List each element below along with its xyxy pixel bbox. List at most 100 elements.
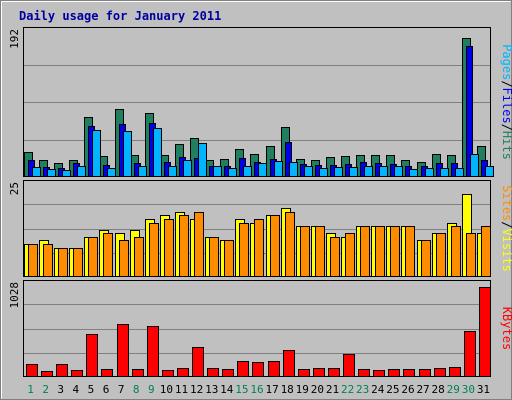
bar-sites-day-18: [285, 212, 295, 277]
bar-pages-day-14: [228, 168, 237, 177]
x-tick-1: 1: [27, 383, 34, 396]
x-tick-16: 16: [250, 383, 263, 396]
bar-kbytes-day-4: [71, 370, 83, 377]
bar-kbytes-day-17: [268, 361, 280, 377]
panel-middle-ymax-label: 25: [8, 182, 21, 195]
bar-sites-day-21: [330, 237, 340, 277]
bar-kbytes-day-24: [373, 370, 385, 377]
panel-top-ymax-label: 192: [8, 29, 21, 49]
bar-sites-day-2: [43, 244, 53, 277]
axis-label-kbytes: KBytes: [500, 307, 512, 350]
axis-label-separator: /: [500, 221, 512, 228]
x-tick-17: 17: [265, 383, 278, 396]
axis-label-hits: Hits: [500, 131, 512, 160]
bar-pages-day-15: [243, 166, 252, 177]
x-tick-23: 23: [356, 383, 369, 396]
bar-pages-day-26: [409, 169, 418, 177]
bar-sites-day-24: [375, 226, 385, 277]
bar-pages-day-2: [47, 169, 56, 177]
bar-pages-day-8: [138, 166, 147, 177]
bar-sites-day-5: [88, 237, 98, 277]
axis-label-files: Files: [500, 88, 512, 124]
x-tick-30: 30: [462, 383, 475, 396]
bar-kbytes-day-22: [343, 354, 355, 377]
x-tick-29: 29: [447, 383, 460, 396]
bar-pages-day-7: [123, 131, 132, 177]
x-tick-20: 20: [311, 383, 324, 396]
bar-sites-day-3: [58, 248, 68, 277]
x-tick-2: 2: [42, 383, 49, 396]
bar-pages-day-31: [485, 166, 494, 177]
bar-pages-day-1: [32, 167, 41, 177]
bar-pages-day-30: [470, 154, 479, 177]
bar-pages-day-25: [394, 166, 403, 177]
bar-pages-day-11: [183, 160, 192, 177]
bar-kbytes-day-27: [419, 369, 431, 377]
bar-kbytes-day-12: [192, 347, 204, 377]
x-tick-7: 7: [118, 383, 125, 396]
bar-sites-day-29: [451, 226, 461, 277]
x-tick-14: 14: [220, 383, 234, 396]
bar-kbytes-day-9: [147, 326, 159, 377]
bar-pages-day-12: [198, 143, 207, 177]
bar-kbytes-day-30: [464, 331, 476, 377]
bar-kbytes-day-7: [117, 324, 129, 377]
bar-pages-day-22: [349, 167, 358, 177]
bar-pages-day-18: [289, 162, 298, 177]
bar-sites-day-8: [134, 237, 144, 277]
chart-title: Daily usage for January 2011: [19, 9, 221, 23]
x-tick-26: 26: [401, 383, 414, 396]
bar-kbytes-day-13: [207, 368, 219, 377]
bar-sites-day-11: [179, 215, 189, 277]
bar-kbytes-day-10: [162, 370, 174, 377]
bar-pages-day-17: [274, 161, 283, 177]
bar-pages-day-29: [455, 168, 464, 177]
bar-sites-day-13: [209, 237, 219, 277]
axis-label-separator: /: [500, 80, 512, 87]
bar-pages-day-27: [425, 168, 434, 177]
x-tick-10: 10: [160, 383, 173, 396]
bar-sites-day-31: [481, 226, 491, 277]
x-tick-15: 15: [235, 383, 248, 396]
bar-pages-day-20: [319, 168, 328, 177]
bar-kbytes-day-3: [56, 364, 68, 377]
bar-pages-day-16: [258, 163, 267, 177]
bar-kbytes-day-2: [41, 371, 53, 377]
bar-pages-day-5: [92, 130, 101, 177]
x-tick-12: 12: [190, 383, 203, 396]
bar-sites-day-26: [405, 226, 415, 277]
bar-kbytes-day-23: [358, 369, 370, 377]
bar-pages-day-3: [62, 170, 71, 177]
x-tick-27: 27: [416, 383, 429, 396]
bar-sites-day-28: [436, 233, 446, 277]
bar-sites-day-23: [360, 226, 370, 277]
bar-sites-day-14: [224, 240, 234, 277]
bar-kbytes-day-15: [237, 361, 249, 377]
bar-sites-day-17: [270, 215, 280, 277]
bar-pages-day-4: [77, 166, 86, 177]
bar-kbytes-day-26: [403, 369, 415, 377]
bar-kbytes-day-18: [283, 350, 295, 377]
x-tick-6: 6: [103, 383, 110, 396]
bar-kbytes-day-16: [252, 362, 264, 377]
bar-sites-day-9: [149, 223, 159, 277]
bar-pages-day-19: [304, 166, 313, 177]
bar-sites-day-7: [119, 240, 129, 277]
bar-files-day-30: [466, 46, 473, 177]
bar-sites-day-10: [164, 219, 174, 277]
bar-pages-day-21: [334, 167, 343, 177]
axis-label-visits: Visits: [500, 229, 512, 272]
panel-bottom-axis-label: KBytes: [500, 307, 512, 350]
x-tick-3: 3: [57, 383, 64, 396]
x-tick-9: 9: [148, 383, 155, 396]
bar-sites-day-4: [73, 248, 83, 277]
bar-sites-day-27: [421, 240, 431, 277]
panel-bottom-area: [23, 280, 491, 377]
bar-kbytes-day-19: [298, 369, 310, 377]
axis-label-pages: Pages: [500, 44, 512, 80]
x-tick-22: 22: [341, 383, 354, 396]
bar-kbytes-day-21: [328, 368, 340, 377]
panel-bottom-ymax-label: 1028: [8, 282, 21, 309]
bar-sites-day-16: [254, 219, 264, 277]
